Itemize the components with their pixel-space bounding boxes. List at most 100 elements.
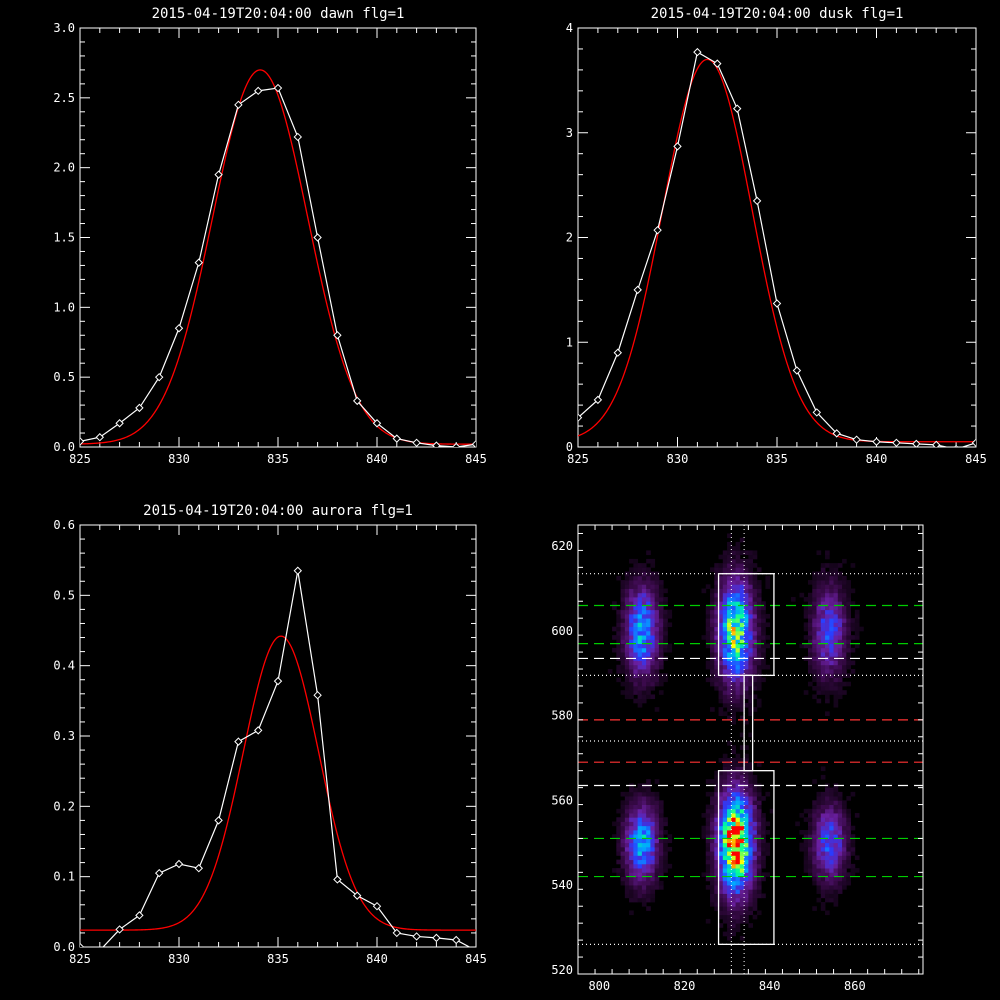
heatmap-cell [812,639,817,645]
heatmap-cell [629,821,634,827]
heatmap-cell [833,872,839,877]
heatmap-cell [727,766,732,772]
heatmap-cell [633,821,639,827]
heatmap-cell [735,880,741,886]
heatmap-cell [722,766,728,772]
heatmap-cell [808,605,813,611]
heatmap-cell [650,584,656,589]
heatmap-cell [650,855,656,861]
heatmap-cell [816,868,822,873]
heatmap-cell [727,643,732,649]
heatmap-cell [658,800,664,805]
heatmap-cell [624,834,630,839]
data-point-marker [792,366,802,375]
heatmap-cell [629,846,634,852]
heatmap-cell [663,842,668,848]
heatmap-cell [731,643,736,649]
heatmap-cell [812,647,817,653]
heatmap-cell [739,677,745,683]
heatmap-cell [799,643,805,649]
data-point-marker [253,86,263,96]
heatmap-cell [846,592,851,598]
heatmap-cell [637,597,643,602]
heatmap-cell [752,787,758,793]
heatmap-cell [722,558,728,564]
heatmap-cell [633,690,639,695]
heatmap-cell [748,906,754,911]
heatmap-cell [756,592,762,598]
y-tick-label: 560 [551,793,573,807]
heatmap-cell [663,855,668,861]
heatmap-cell [663,868,668,873]
heatmap-cell [718,787,724,793]
heatmap-cell [820,791,826,797]
heatmap-cell [654,643,660,649]
heatmap-cell [837,677,843,683]
heatmap-cell [842,834,847,839]
heatmap-cell [718,597,724,602]
heatmap-cell [722,804,728,810]
heatmap-cell [629,838,634,844]
heatmap-cell [650,618,656,623]
heatmap-cell [799,592,805,598]
heatmap-cell [731,800,736,805]
heatmap-cell [714,635,719,640]
heatmap-cell [739,652,745,657]
heatmap-cell [837,563,843,568]
heatmap-cell [748,592,754,598]
heatmap-cell [710,626,715,632]
heatmap-cell [620,800,626,805]
heatmap-cell [837,652,843,657]
heatmap-cell [854,643,860,649]
heatmap-cell [731,660,736,666]
heatmap-cell [744,605,749,611]
heatmap-cell [816,609,822,615]
heatmap-cell [629,872,634,877]
heatmap-cell [637,694,643,700]
heatmap-cell [735,918,741,924]
heatmap-cell [739,685,745,691]
heatmap-cell [854,868,860,873]
heatmap-cell [739,643,745,649]
heatmap-cell [744,609,749,615]
heatmap-cell [842,868,847,873]
heatmap-cell [654,821,660,827]
heatmap-cell [744,635,749,640]
heatmap-cell [854,813,860,818]
heatmap-cell [820,622,826,628]
heatmap-cell [646,846,651,852]
heatmap-cell [705,613,711,619]
heatmap-cell [727,575,732,581]
heatmap-cell [833,613,839,619]
heatmap-cell [756,808,762,814]
heatmap-cell [620,613,626,619]
heatmap-cell [816,601,822,606]
heatmap-cell [837,834,843,839]
heatmap-cell [744,855,749,861]
heatmap-cell [846,673,851,678]
heatmap-cell [641,567,647,572]
heatmap-cell [825,880,830,886]
heatmap-cell [654,880,660,886]
heatmap-cell [616,652,621,657]
heatmap-cell [705,834,711,839]
heatmap-cell [731,901,736,907]
heatmap-cell [820,609,826,615]
heatmap-cell [833,694,839,700]
heatmap-cell [654,630,660,636]
heatmap-cell [833,571,839,577]
heatmap-cell [820,829,826,835]
heatmap-cell [739,618,745,623]
heatmap-cell [633,652,639,657]
heatmap-cell [641,635,647,640]
heatmap-cell [752,880,758,886]
heatmap-cell [748,588,754,594]
heatmap-cell [735,647,741,653]
heatmap-cell [727,800,732,805]
heatmap-cell [812,664,817,670]
heatmap-cell [663,673,668,678]
heatmap-cell [744,897,749,903]
heatmap-cell [620,821,626,827]
heatmap-cell [816,813,822,818]
heatmap-cell [633,808,639,814]
